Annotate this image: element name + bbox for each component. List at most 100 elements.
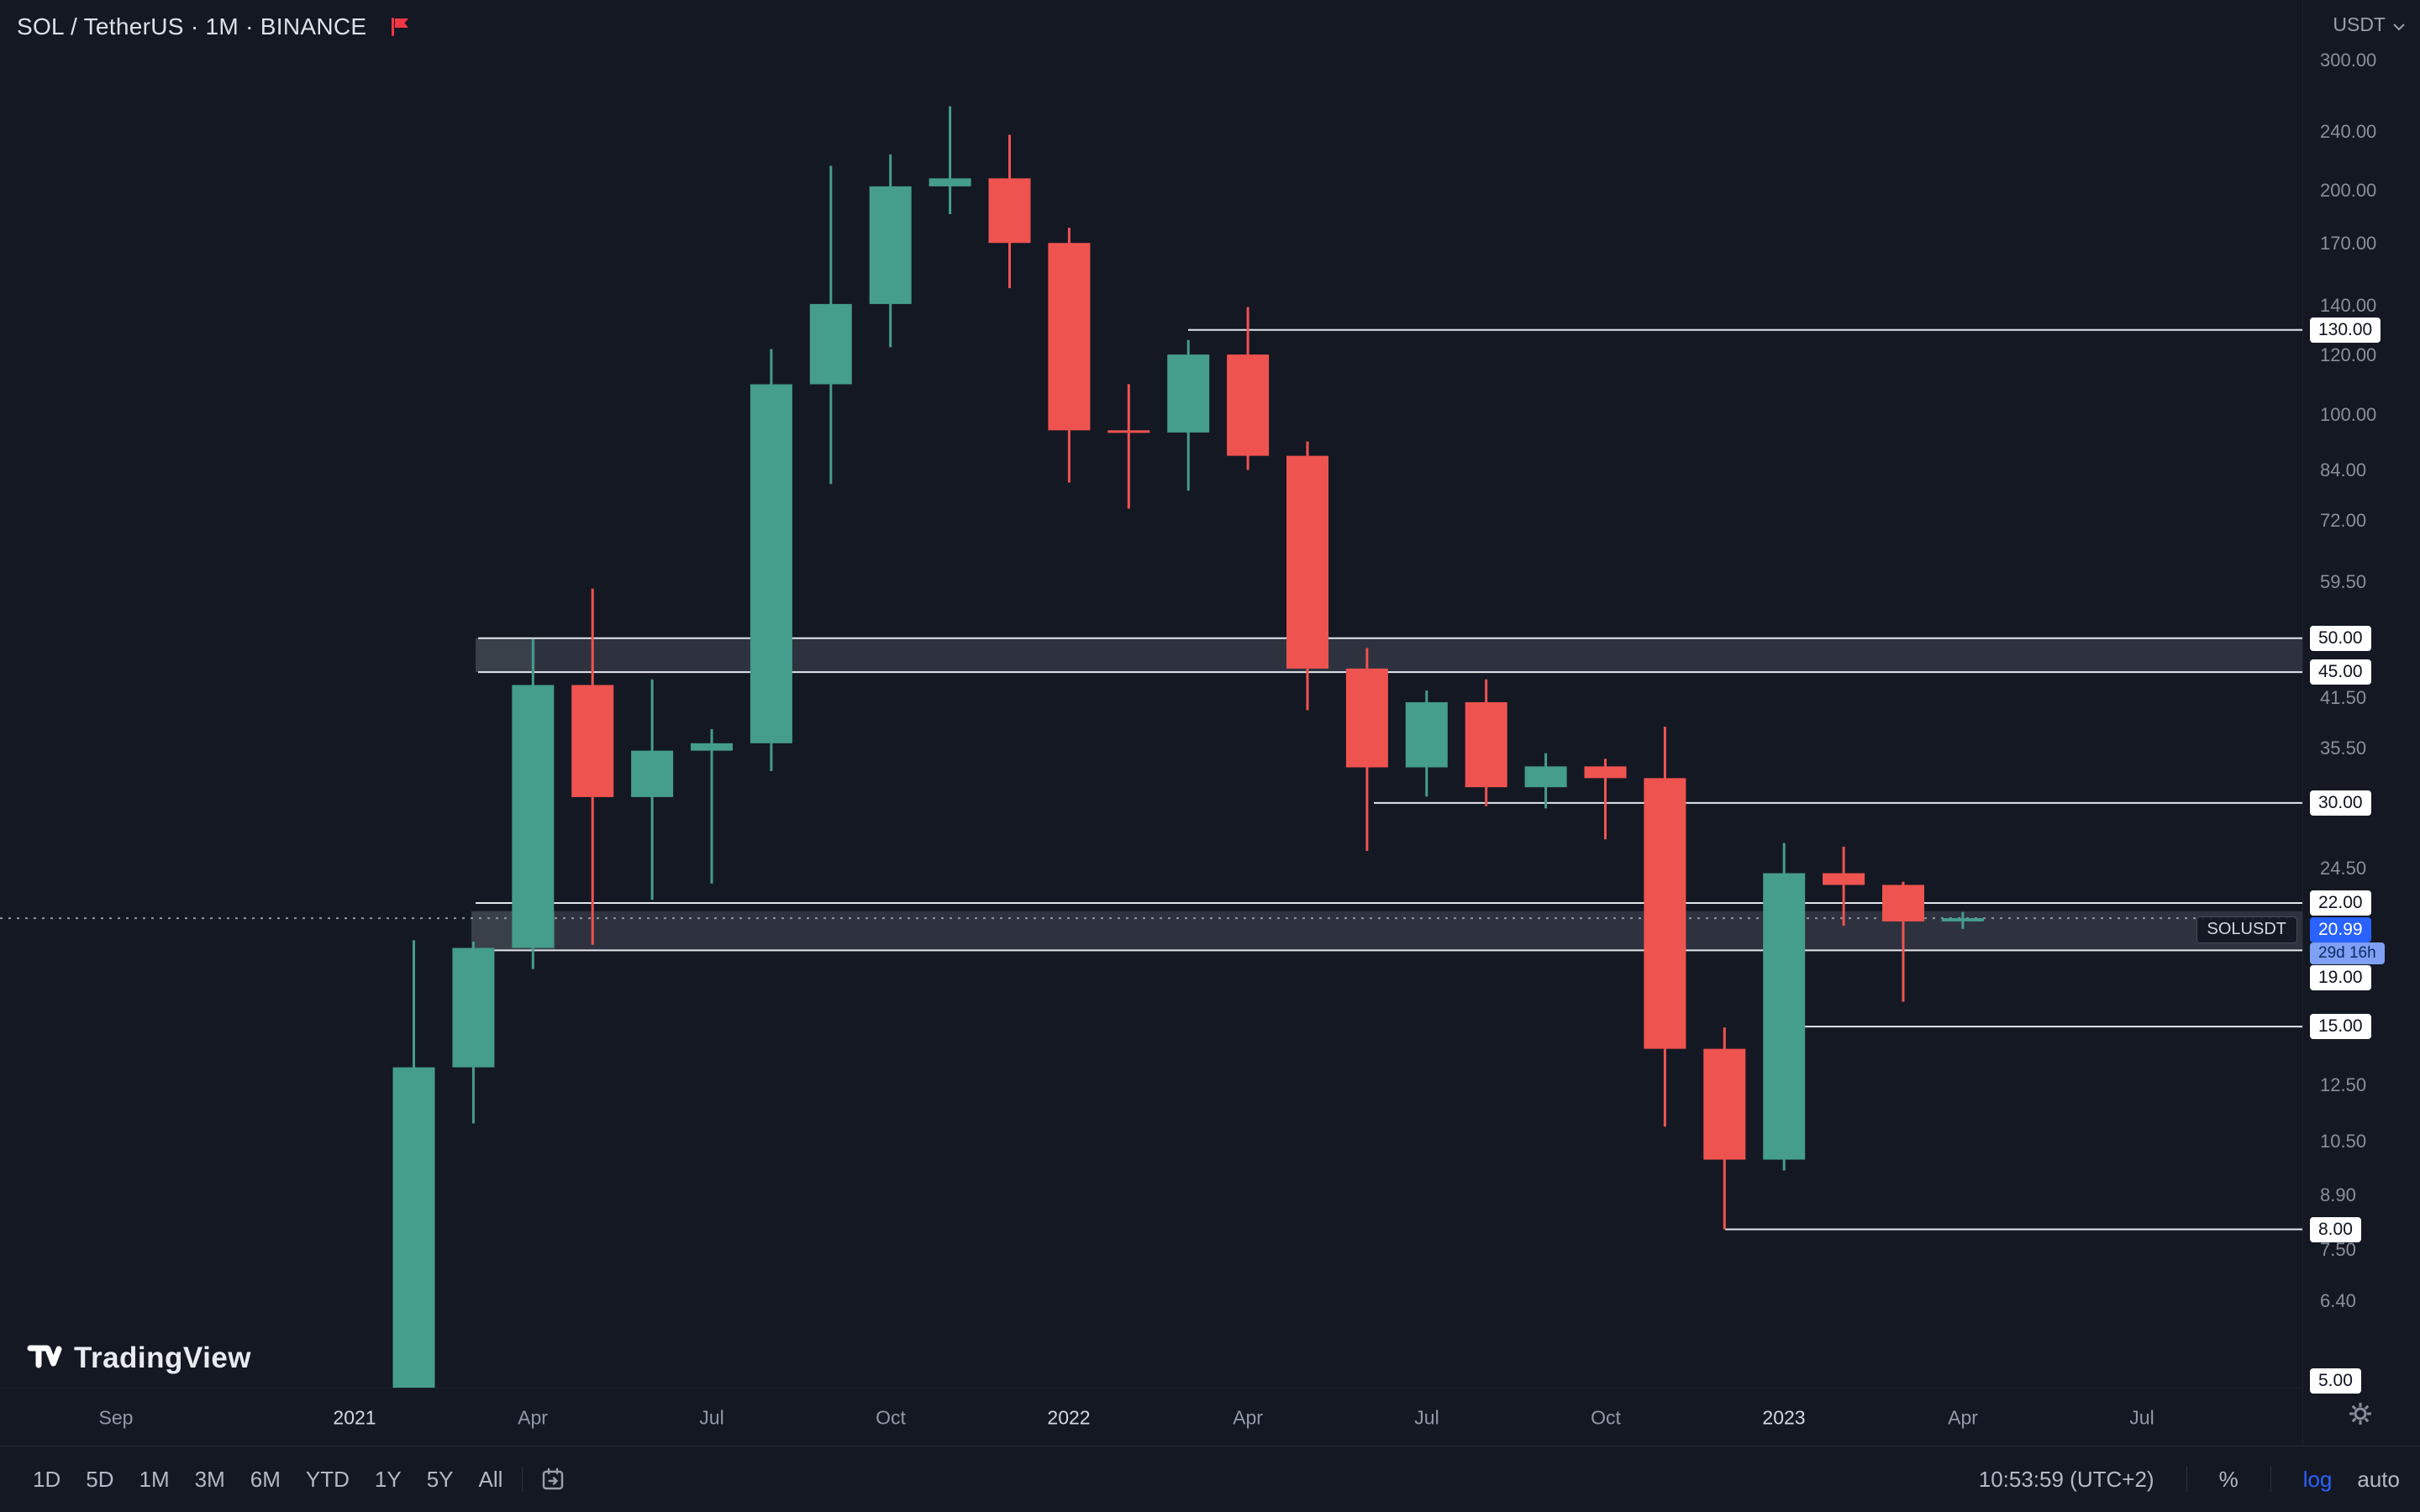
price-level-label[interactable]: 50.00 xyxy=(2310,625,2371,651)
candle xyxy=(809,165,852,485)
currency-label: USDT xyxy=(2333,13,2386,35)
tradingview-logo[interactable]: TradingView xyxy=(25,1337,251,1378)
candle xyxy=(1763,843,1806,1171)
price-tick-label: 120.00 xyxy=(2320,344,2377,366)
candle xyxy=(631,679,674,900)
tradingview-logo-text: TradingView xyxy=(74,1341,252,1374)
candle xyxy=(750,349,792,771)
toolbar-right-group: 10:53:59 (UTC+2) % log auto xyxy=(1979,1467,2400,1493)
symbol-title: SOL / TetherUS · 1M · BINANCE xyxy=(17,13,367,39)
price-level-label[interactable]: 19.00 xyxy=(2310,965,2371,991)
candle xyxy=(1227,307,1270,470)
candle xyxy=(1107,384,1150,509)
tradingview-logo-icon xyxy=(25,1337,62,1378)
price-tick-label: 140.00 xyxy=(2320,295,2377,317)
price-level-label[interactable]: 5.00 xyxy=(2310,1368,2361,1394)
price-tick-label: 7.50 xyxy=(2320,1239,2356,1261)
time-axis-label: Sep xyxy=(98,1406,134,1428)
candle xyxy=(1167,339,1210,491)
price-tick-label: 300.00 xyxy=(2320,49,2377,71)
candle xyxy=(1823,846,1865,927)
range-button-6m[interactable]: 6M xyxy=(250,1467,281,1492)
time-axis-label: Jul xyxy=(2129,1406,2154,1428)
toolbar-divider xyxy=(2186,1467,2187,1492)
candle xyxy=(1345,648,1388,852)
current-price-label: 20.99 xyxy=(2310,917,2371,943)
price-level-label[interactable]: 22.00 xyxy=(2310,890,2371,916)
time-axis-label: Jul xyxy=(699,1406,724,1428)
time-axis[interactable]: Sep 2021 Apr Jul Oct 2022 Apr Jul Oct 2023 Apr Jul xyxy=(0,1388,2302,1446)
zone-origin-box[interactable] xyxy=(476,638,535,673)
candle xyxy=(571,588,614,945)
price-tick-label: 200.00 xyxy=(2320,180,2377,202)
supply-demand-zone[interactable] xyxy=(476,911,2302,951)
price-axis[interactable]: 300.00 240.00 200.00 170.00 140.00 120.00 100.… xyxy=(2302,0,2420,1446)
time-axis-label: Oct xyxy=(1591,1406,1621,1428)
time-axis-label: Oct xyxy=(876,1406,906,1428)
candle xyxy=(452,941,495,1124)
chart-header: SOL / TetherUS · 1M · BINANCE xyxy=(17,13,412,40)
candle xyxy=(512,638,555,969)
range-button-3m[interactable]: 3M xyxy=(194,1467,225,1492)
go-to-date-icon[interactable] xyxy=(529,1467,576,1491)
candle xyxy=(1644,727,1686,1127)
candle xyxy=(988,134,1031,288)
price-tick-label: 12.50 xyxy=(2320,1074,2367,1096)
price-tick-label: 240.00 xyxy=(2320,121,2377,143)
clock-label[interactable]: 10:53:59 (UTC+2) xyxy=(1978,1466,2154,1492)
auto-scale-button[interactable]: auto xyxy=(2357,1466,2400,1492)
range-button-1d[interactable]: 1D xyxy=(33,1467,61,1492)
price-tick-label: 10.50 xyxy=(2320,1131,2367,1152)
time-axis-label: Apr xyxy=(1233,1406,1263,1428)
price-tick-label: 41.50 xyxy=(2320,687,2367,709)
candle xyxy=(1405,690,1448,797)
candlestick-chart xyxy=(0,106,2302,1388)
time-axis-label: 2021 xyxy=(333,1406,376,1428)
bar-countdown-label: 29d 16h xyxy=(2310,942,2385,965)
price-tick-label: 170.00 xyxy=(2320,232,2377,254)
toolbar-divider xyxy=(522,1467,523,1492)
candle xyxy=(1703,1027,1746,1230)
bottom-toolbar: 1D 5D 1M 3M 6M YTD 1Y 5Y All 10:53:59 (U… xyxy=(0,1446,2420,1512)
range-button-5d[interactable]: 5D xyxy=(86,1467,114,1492)
price-tick-label: 84.00 xyxy=(2320,459,2367,481)
timezone-settings-button[interactable] xyxy=(2348,1401,2373,1431)
candle xyxy=(929,106,971,214)
time-axis-label: Apr xyxy=(518,1406,548,1428)
candle xyxy=(1048,228,1091,483)
range-button-all[interactable]: All xyxy=(478,1467,503,1492)
price-level-label[interactable]: 130.00 xyxy=(2310,317,2381,343)
log-scale-button[interactable]: log xyxy=(2302,1466,2333,1492)
price-level-label[interactable]: 30.00 xyxy=(2310,790,2371,816)
candle xyxy=(869,154,912,348)
candle xyxy=(1941,911,1984,929)
price-tick-label: 8.90 xyxy=(2320,1184,2356,1205)
chart-plot-area[interactable] xyxy=(0,0,2302,1388)
candle xyxy=(392,940,435,1388)
price-level-label[interactable]: 45.00 xyxy=(2310,659,2371,685)
currency-selector[interactable]: USDT xyxy=(2333,13,2405,36)
price-tick-label: 100.00 xyxy=(2320,403,2377,425)
candle xyxy=(1524,753,1567,809)
price-tick-label: 24.50 xyxy=(2320,857,2367,879)
range-button-ytd[interactable]: YTD xyxy=(305,1467,350,1492)
time-axis-label: Apr xyxy=(1948,1406,1978,1428)
candle xyxy=(1584,759,1627,840)
price-tick-label: 72.00 xyxy=(2320,509,2367,531)
price-level-label[interactable]: 15.00 xyxy=(2310,1014,2371,1040)
range-button-1m[interactable]: 1M xyxy=(139,1467,170,1492)
time-axis-label: 2023 xyxy=(1762,1406,1806,1428)
toolbar-divider xyxy=(2270,1467,2271,1492)
price-tick-label: 35.50 xyxy=(2320,738,2367,759)
candle xyxy=(1882,881,1924,1002)
time-axis-label: 2022 xyxy=(1047,1406,1091,1428)
range-button-5y[interactable]: 5Y xyxy=(426,1467,454,1492)
time-axis-label: Jul xyxy=(1414,1406,1439,1428)
flag-icon[interactable] xyxy=(388,15,412,39)
price-level-label[interactable]: 8.00 xyxy=(2310,1216,2361,1242)
candle xyxy=(1465,679,1507,806)
percent-scale-button[interactable]: % xyxy=(2218,1466,2238,1492)
symbol-price-tag: SOLUSDT xyxy=(2196,916,2297,944)
range-button-1y[interactable]: 1Y xyxy=(374,1467,402,1492)
